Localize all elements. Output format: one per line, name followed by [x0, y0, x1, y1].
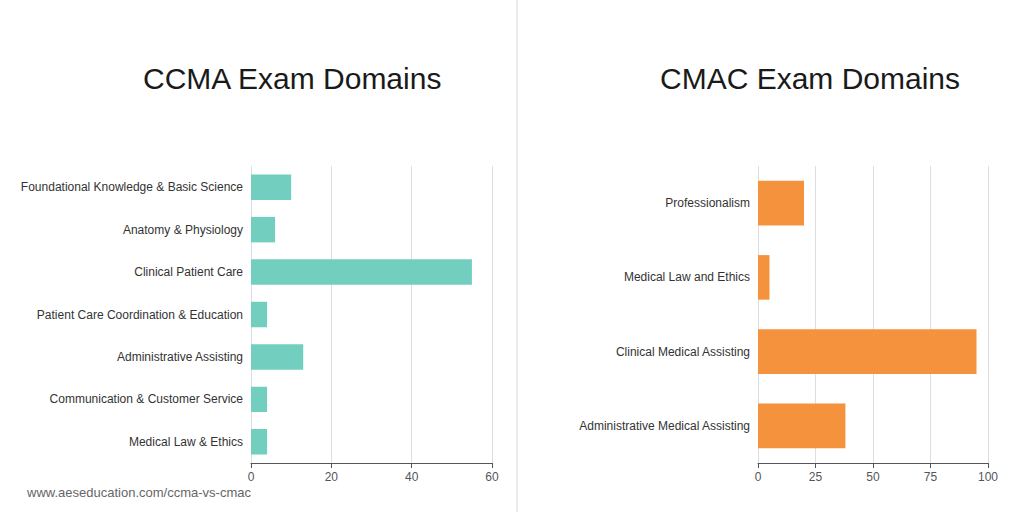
svg-text:Medical Law and Ethics: Medical Law and Ethics — [624, 270, 750, 284]
svg-text:Clinical Patient Care: Clinical Patient Care — [134, 265, 243, 279]
svg-text:Medical Law & Ethics: Medical Law & Ethics — [129, 435, 243, 449]
svg-text:50: 50 — [866, 470, 880, 484]
svg-text:25: 25 — [809, 470, 823, 484]
svg-text:Professionalism: Professionalism — [665, 196, 750, 210]
svg-text:60: 60 — [485, 470, 499, 484]
svg-text:20: 20 — [325, 470, 339, 484]
svg-text:Administrative Assisting: Administrative Assisting — [117, 350, 243, 364]
svg-text:Communication & Customer Servi: Communication & Customer Service — [50, 392, 244, 406]
svg-text:Administrative Medical Assisti: Administrative Medical Assisting — [579, 419, 750, 433]
svg-text:CMAC Exam Domains: CMAC Exam Domains — [660, 62, 960, 95]
svg-text:75: 75 — [924, 470, 938, 484]
svg-text:40: 40 — [405, 470, 419, 484]
svg-text:Patient Care Coordination & Ed: Patient Care Coordination & Education — [37, 308, 243, 322]
svg-text:Anatomy & Physiology: Anatomy & Physiology — [123, 223, 243, 237]
svg-text:CCMA Exam Domains: CCMA Exam Domains — [143, 62, 441, 95]
svg-text:0: 0 — [248, 470, 255, 484]
svg-text:100: 100 — [978, 470, 998, 484]
svg-text:Clinical Medical Assisting: Clinical Medical Assisting — [616, 345, 750, 359]
svg-text:0: 0 — [755, 470, 762, 484]
svg-text:www.aeseducation.com/ccma-vs-c: www.aeseducation.com/ccma-vs-cmac — [26, 485, 251, 500]
svg-text:Foundational Knowledge & Basic: Foundational Knowledge & Basic Science — [21, 180, 243, 194]
